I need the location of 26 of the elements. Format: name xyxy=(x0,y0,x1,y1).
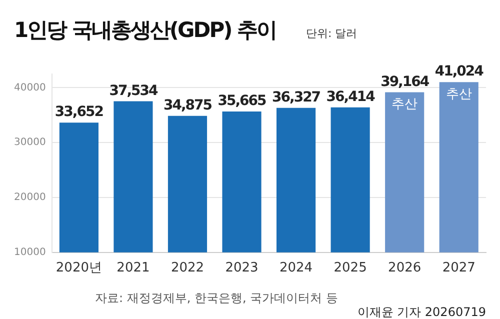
y-tick-label: 10000 xyxy=(14,246,46,258)
data-label: 34,875 xyxy=(163,97,212,114)
x-tick-label: 2024 xyxy=(279,260,313,276)
annotation: 추산 xyxy=(446,86,472,102)
y-tick-label: 30000 xyxy=(14,137,46,148)
text: 자료: 재정경제부, 한국은행, 국가데이터처 등 xyxy=(95,290,338,307)
x-tick-label: 2021 xyxy=(116,260,150,276)
chart-subtitle: 단위: 달러 xyxy=(306,26,358,41)
data-label: 36,414 xyxy=(326,89,376,106)
data-label: 36,327 xyxy=(272,90,320,106)
data-label: 39,164 xyxy=(380,74,430,90)
data-label: 41,024 xyxy=(434,64,484,80)
x-tick-label: 2026 xyxy=(388,260,422,276)
x-tick-label: 2025 xyxy=(334,260,367,276)
data-label: 35,665 xyxy=(218,93,266,110)
text: 이재윤 기자 20260719 xyxy=(357,304,486,319)
data-label: 37,534 xyxy=(109,82,158,99)
x-tick-label: 2022 xyxy=(170,260,204,276)
y-tick-label: 20000 xyxy=(14,192,46,204)
annotation: 추산 xyxy=(392,97,418,112)
data-label: 33,652 xyxy=(54,104,104,120)
y-tick-label: 40000 xyxy=(14,82,46,94)
x-tick-label: 2023 xyxy=(225,260,258,276)
x-tick-label: 2020년 xyxy=(56,260,102,276)
x-tick-label: 2027 xyxy=(442,260,476,276)
chart-title: 1인당 국내총생산(GDP) 추이 xyxy=(14,17,276,44)
